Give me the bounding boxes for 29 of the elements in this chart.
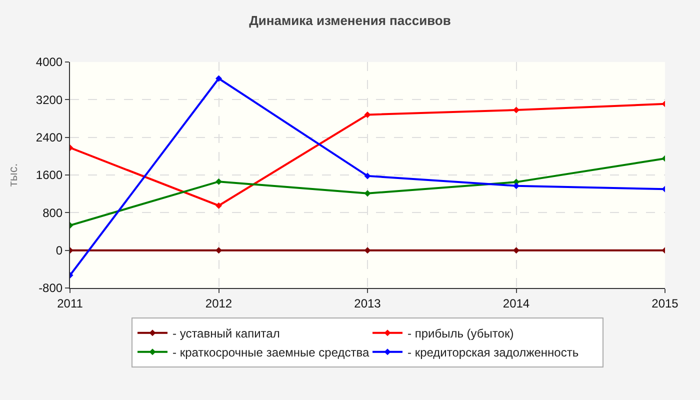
- point: [513, 247, 520, 254]
- y-tick-label: 0: [56, 244, 63, 258]
- point: [216, 178, 222, 185]
- point: [364, 190, 371, 197]
- point: [364, 172, 371, 180]
- point: [513, 106, 520, 114]
- legend-label: - краткосрочные заемные средства: [172, 346, 370, 360]
- point: [513, 182, 520, 190]
- x-tick-label: 2011: [57, 296, 84, 310]
- x-tick-label: 2012: [205, 296, 232, 310]
- x-tick-label: 2015: [652, 296, 679, 310]
- point: [216, 202, 222, 209]
- point: [364, 247, 371, 254]
- x-tick-label: 2013: [354, 296, 382, 310]
- y-tick-label: 2400: [36, 130, 63, 145]
- point: [216, 75, 222, 82]
- y-tick-label: 1600: [36, 168, 63, 182]
- x-tick-label: 2014: [502, 296, 530, 310]
- y-tick-label: 800: [42, 206, 63, 220]
- y-tick-label: 3200: [36, 92, 63, 107]
- point: [216, 247, 222, 254]
- y-axis-title: тыс.: [6, 163, 20, 187]
- chart-title: Динамика изменения пассивов: [249, 13, 451, 28]
- y-tick-label: 4000: [36, 55, 63, 70]
- legend-label: - уставный капитал: [172, 326, 280, 341]
- legend-label: - кредиторская задолженность: [408, 346, 579, 360]
- y-tick-label: -800: [38, 281, 63, 296]
- point: [364, 111, 371, 118]
- legend-label: - прибыль (убыток): [408, 326, 514, 341]
